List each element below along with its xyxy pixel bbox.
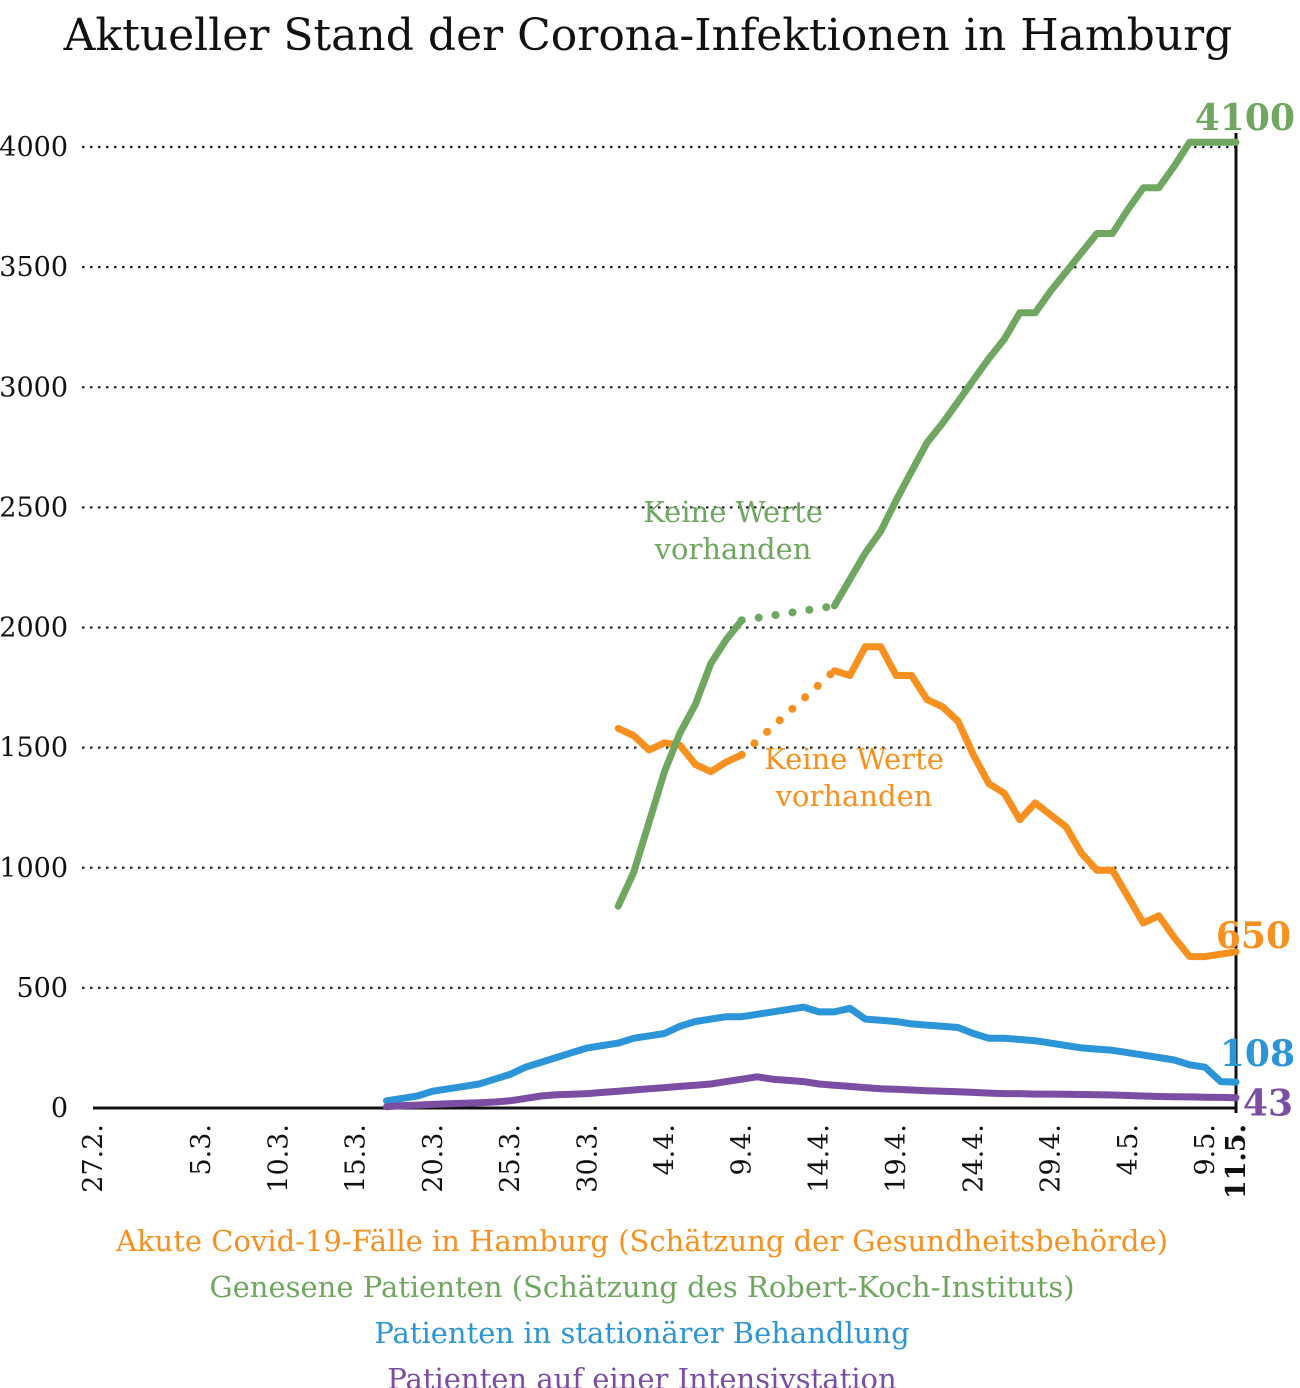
y-tick-label: 1000: [0, 853, 68, 884]
x-tick-label: 4.5.: [1113, 1124, 1144, 1176]
y-tick-label: 2000: [0, 613, 68, 644]
series-3: [383, 1073, 1240, 1111]
series-line: [383, 1073, 1240, 1111]
series-layer: [383, 138, 1240, 1111]
x-axis-ticks: 27.2. 5.3. 10.3. 15.3. 20.3. 25.3. 30.3. 4.4. 9.…: [78, 1124, 1252, 1199]
series-line: [830, 643, 1240, 961]
end-labels: 650 4100 108 43: [1195, 97, 1295, 1124]
y-tick-label: 0: [51, 1093, 68, 1124]
annotation-line: Keine Werte: [643, 495, 823, 529]
x-tick-label: 20.3.: [418, 1124, 449, 1193]
x-tick-label: 14.4.: [804, 1124, 835, 1193]
y-tick-label: 500: [16, 973, 68, 1004]
x-tick-label: 9.5.: [1190, 1124, 1221, 1176]
annotation-line: Keine Werte: [764, 742, 944, 776]
x-tick-label: 9.4.: [727, 1124, 758, 1176]
legend-entry: Patienten auf einer Intensivstation: [387, 1362, 896, 1388]
y-tick-label: 2500: [0, 492, 68, 523]
series-line: [614, 724, 746, 776]
series-gap-dotted: [737, 601, 839, 625]
series-2: [383, 1003, 1240, 1105]
y-axis-ticks: 0 500 1000 1500 2000 2500 3000 3500 4000: [0, 132, 68, 1124]
series-line: [383, 1003, 1240, 1105]
y-tick-label: 1500: [0, 733, 68, 764]
legend-entry: Akute Covid-19-Fälle in Hamburg (Schätzu…: [115, 1224, 1168, 1258]
legend-entry: Patienten in stationärer Behandlung: [374, 1316, 909, 1350]
series-gap-dotted: [737, 666, 839, 759]
x-tick-label: 29.4.: [1036, 1124, 1067, 1193]
x-tick-label: 19.4.: [881, 1124, 912, 1193]
series-0: [614, 643, 1240, 961]
series-end-label: 43: [1243, 1083, 1293, 1125]
axes: [93, 133, 1238, 1113]
x-tick-label: 4.4.: [650, 1124, 681, 1176]
annotation-line: vorhanden: [775, 779, 933, 813]
x-tick-label: 5.3.: [186, 1124, 217, 1176]
series-end-label: 4100: [1195, 97, 1295, 139]
x-tick-label: 25.3.: [495, 1124, 526, 1193]
y-tick-label: 4000: [0, 132, 68, 163]
x-tick-label: 30.3.: [572, 1124, 603, 1193]
legend: Akute Covid-19-Fälle in Hamburg (Schätzu…: [115, 1224, 1168, 1388]
x-tick-label: 10.3.: [263, 1124, 294, 1193]
x-tick-label: 15.3.: [341, 1124, 372, 1193]
x-tick-label: 27.2.: [78, 1124, 109, 1193]
series-line: [614, 616, 746, 910]
x-tick-label: 24.4.: [958, 1124, 989, 1193]
annotation-line: vorhanden: [654, 532, 812, 566]
x-tick-label: 11.5.: [1221, 1124, 1252, 1199]
y-tick-label: 3000: [0, 372, 68, 403]
series-1: [614, 138, 1240, 910]
y-tick-label: 3500: [0, 252, 68, 283]
chart-title: Aktueller Stand der Corona-Infektionen i…: [63, 10, 1233, 61]
series-end-label: 650: [1216, 915, 1291, 957]
legend-entry: Genesene Patienten (Schätzung des Robert…: [209, 1270, 1074, 1304]
series-line: [830, 138, 1240, 610]
series-end-label: 108: [1220, 1033, 1295, 1075]
